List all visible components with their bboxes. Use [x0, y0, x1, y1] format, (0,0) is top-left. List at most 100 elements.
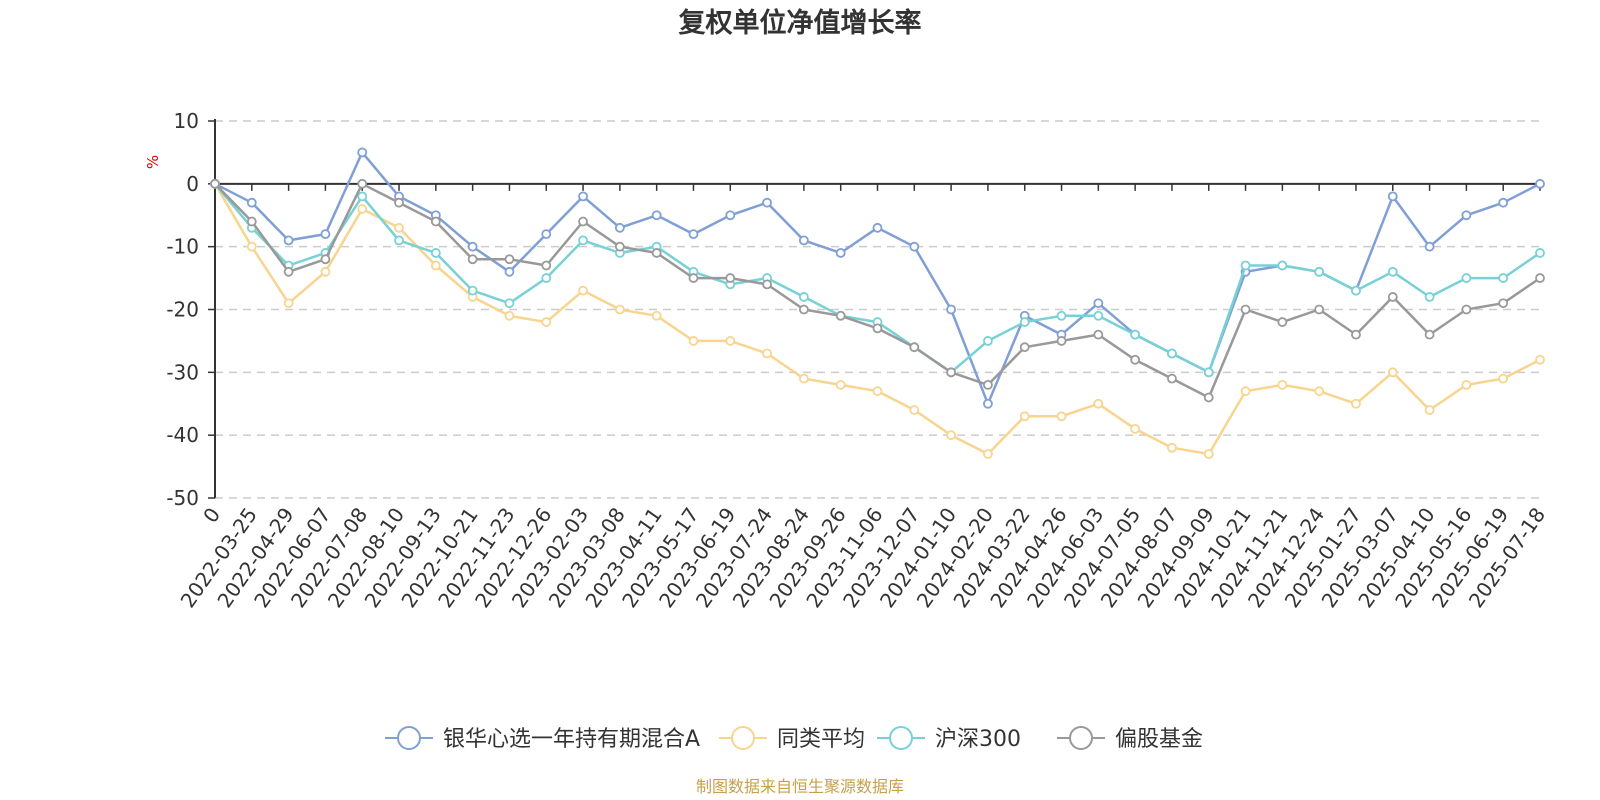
series-lines: [210, 147, 1545, 459]
data-point: [762, 279, 772, 290]
data-point: [1351, 285, 1361, 296]
x-tick-label: 0: [198, 503, 225, 527]
chart-title: 复权单位净值增长率: [679, 7, 922, 39]
legend[interactable]: 银华心选一年持有期混合A 同类平均 沪深300 偏股基金: [385, 726, 1203, 752]
data-point: [357, 191, 368, 202]
data-point: [1130, 354, 1141, 365]
data-point: [1240, 260, 1251, 271]
data-point: [1203, 367, 1214, 378]
legend-circle-icon: [397, 726, 421, 750]
data-point: [1277, 317, 1288, 327]
x-axis-ticks: 02022-03-252022-04-292022-06-072022-07-0…: [176, 183, 1550, 612]
data-point: [651, 310, 662, 321]
data-point: [1387, 292, 1398, 302]
y-tick-label: 10: [174, 109, 199, 133]
data-point: [1093, 310, 1104, 321]
data-point: [283, 298, 294, 309]
data-point: [762, 348, 772, 359]
data-point: [725, 210, 736, 221]
data-point: [688, 336, 699, 346]
data-point: [430, 248, 441, 258]
data-point: [909, 241, 920, 252]
data-point: [1351, 398, 1361, 409]
data-point: [983, 398, 993, 409]
data-point: [1535, 273, 1545, 283]
data-point: [1277, 379, 1288, 390]
data-point: [246, 197, 257, 208]
data-point: [578, 235, 588, 246]
legend-label: 偏股基金: [1115, 727, 1203, 752]
data-point: [283, 235, 294, 246]
data-point: [541, 229, 552, 240]
data-point: [1424, 329, 1435, 340]
data-point: [798, 304, 809, 315]
data-point: [1387, 367, 1398, 378]
y-tick-label: -50: [166, 486, 199, 510]
data-point: [1093, 329, 1104, 340]
legend-label: 银华心选一年持有期混合A: [443, 727, 700, 752]
data-point: [283, 266, 294, 277]
legend-item-1[interactable]: 银华心选一年持有期混合A: [385, 726, 700, 752]
data-point: [688, 273, 699, 283]
data-point: [541, 317, 552, 327]
data-point: [246, 241, 257, 252]
legend-circle-icon: [1069, 726, 1093, 750]
data-point: [1424, 405, 1435, 415]
data-point: [504, 266, 515, 277]
data-point: [1019, 317, 1030, 327]
data-point: [1535, 354, 1545, 365]
data-point: [651, 210, 662, 221]
data-point: [1240, 304, 1251, 315]
y-tick-label: 0: [186, 172, 199, 196]
data-point: [946, 304, 957, 315]
legend-item-3[interactable]: 沪深300: [877, 726, 1021, 752]
data-point: [872, 386, 883, 397]
data-point: [504, 254, 515, 265]
data-point: [1019, 342, 1030, 353]
data-point: [1461, 210, 1472, 221]
data-point: [1093, 398, 1104, 409]
data-point: [614, 304, 625, 315]
data-point: [357, 204, 368, 214]
data-point: [946, 430, 957, 441]
legend-item-2[interactable]: 同类平均: [719, 726, 865, 752]
data-point: [1203, 449, 1214, 459]
y-tick-label: -20: [166, 298, 199, 322]
data-point: [1498, 298, 1509, 309]
data-point: [467, 254, 478, 265]
data-point: [1498, 197, 1509, 208]
data-point: [541, 260, 552, 271]
data-point: [835, 310, 846, 321]
data-point: [983, 336, 993, 346]
data-point: [430, 216, 441, 227]
data-point: [1130, 423, 1141, 434]
data-point: [1387, 266, 1398, 277]
data-point: [835, 248, 846, 258]
data-point: [1314, 386, 1325, 397]
data-point: [1093, 298, 1104, 309]
grid-lines: [215, 120, 1540, 499]
data-point: [651, 248, 662, 258]
data-point: [725, 273, 736, 283]
data-point: [1130, 329, 1141, 340]
data-point: [1461, 273, 1472, 283]
data-point: [614, 241, 625, 252]
data-point: [1240, 386, 1251, 397]
y-tick-label: -40: [166, 423, 199, 447]
data-point: [320, 266, 331, 277]
series-line-3: [214, 182, 1541, 374]
data-point: [1056, 310, 1067, 321]
data-point: [394, 222, 404, 233]
data-point: [872, 323, 883, 334]
data-point: [1167, 442, 1177, 453]
y-axis-unit-label: %: [144, 155, 162, 169]
data-point: [762, 197, 772, 208]
axes: [214, 119, 1540, 498]
data-point: [504, 310, 515, 321]
legend-item-4[interactable]: 偏股基金: [1057, 726, 1203, 752]
data-point: [614, 222, 625, 233]
data-point: [983, 449, 993, 459]
data-point: [246, 216, 257, 227]
data-point: [1498, 373, 1509, 384]
